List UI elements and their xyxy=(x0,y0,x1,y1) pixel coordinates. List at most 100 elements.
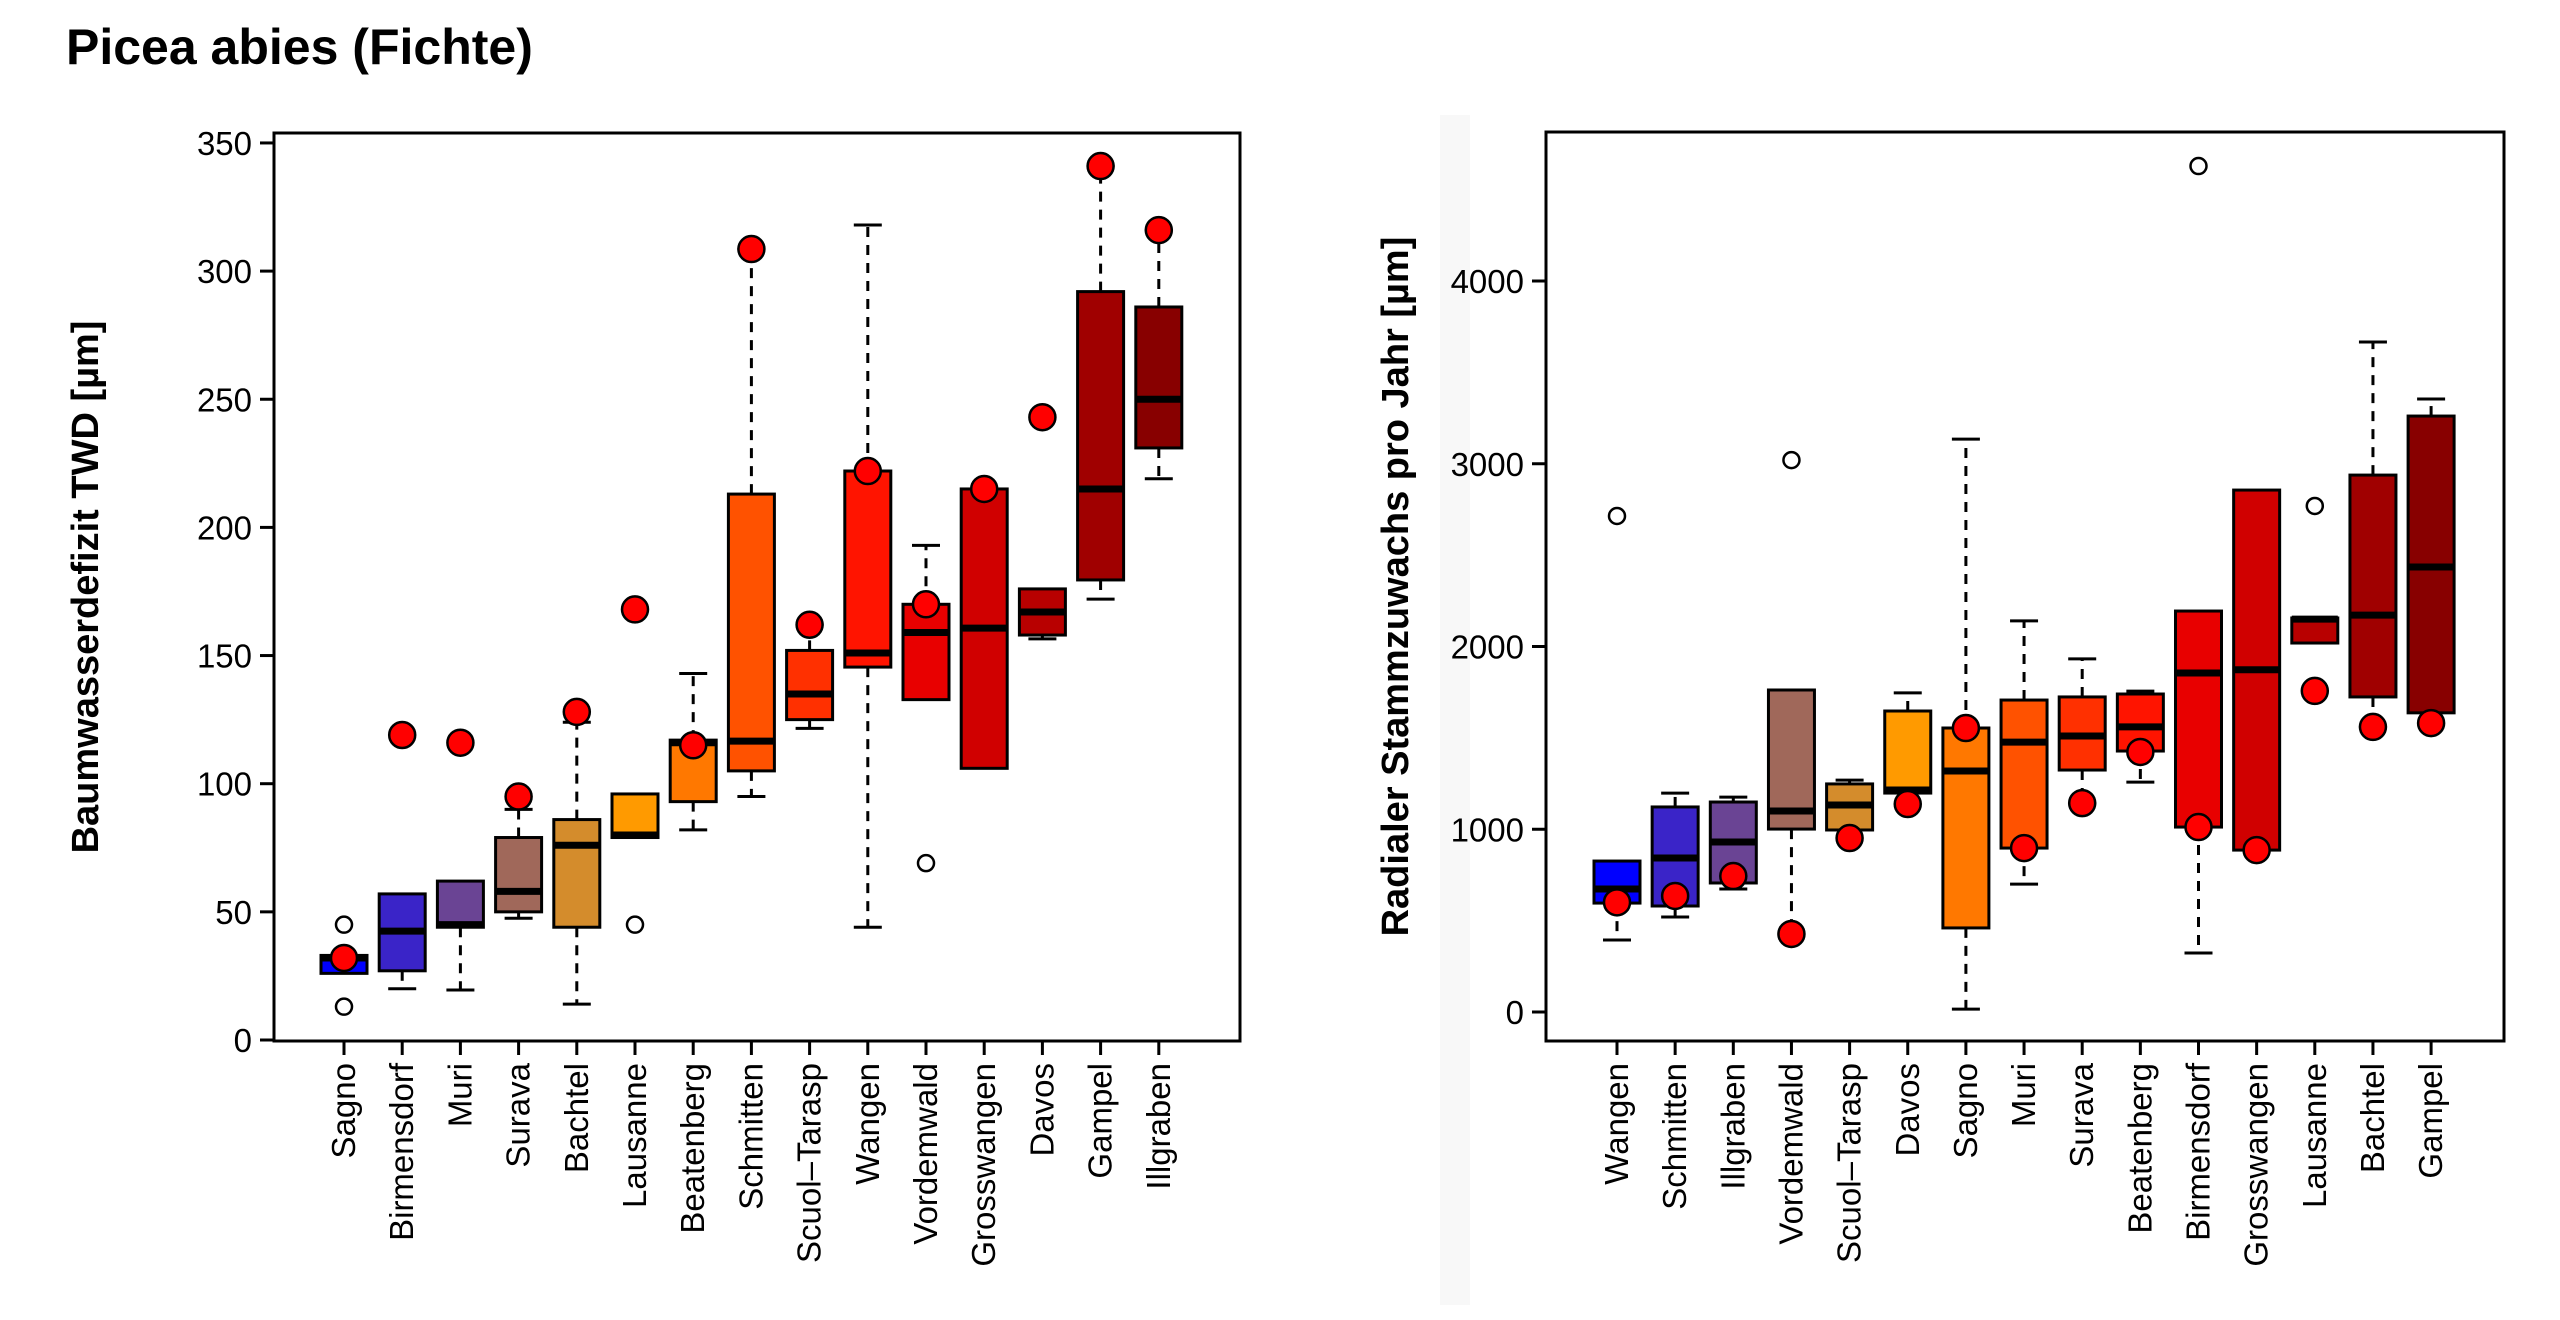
y-tick-label: 0 xyxy=(234,1022,252,1059)
box-group: Illgraben xyxy=(1708,795,1758,1190)
highlight-point xyxy=(1028,402,1057,432)
iqr-box xyxy=(1883,709,1933,795)
y-axis-title: Radialer Stammzuwachs pro Jahr [µm] xyxy=(1375,237,1417,937)
x-tick-label: Birmensdorf xyxy=(383,1062,420,1241)
highlight-point xyxy=(1893,789,1922,819)
box-group: Lausanne xyxy=(610,595,660,1208)
iqr-box xyxy=(2348,473,2398,699)
plot-frame xyxy=(272,131,1242,1043)
highlight-point xyxy=(2009,833,2039,863)
highlight-point xyxy=(2067,788,2097,818)
iqr-box xyxy=(785,648,835,722)
y-tick-label: 200 xyxy=(197,509,252,546)
box-group: Schmitten xyxy=(1650,791,1700,1210)
highlight-point xyxy=(2300,676,2330,706)
y-tick-label: 300 xyxy=(197,253,252,290)
x-tick-label: Illgraben xyxy=(1140,1063,1177,1190)
highlight-point xyxy=(795,610,824,640)
x-tick-label: Wangen xyxy=(849,1063,886,1185)
x-tick-label: Schmitten xyxy=(732,1063,769,1210)
x-tick-label: Schmitten xyxy=(1656,1063,1693,1210)
iqr-box xyxy=(610,792,660,840)
x-tick-label: Surava xyxy=(500,1062,537,1167)
outlier-point xyxy=(916,853,936,873)
outlier-point xyxy=(1607,506,1627,526)
box-group: Illgraben xyxy=(1134,215,1184,1190)
box-group: Sagno xyxy=(1941,437,1991,1158)
highlight-point xyxy=(562,697,592,727)
highlight-point xyxy=(1144,215,1174,245)
highlight-point xyxy=(737,234,766,264)
box-group: Surava xyxy=(2057,657,2107,1168)
box-group: Grosswangen xyxy=(959,474,1009,1267)
x-tick-label: Beatenberg xyxy=(2121,1063,2158,1234)
box-group: Beatenberg xyxy=(668,671,718,1234)
box-group: Gampel xyxy=(2406,397,2456,1179)
highlight-point xyxy=(1086,151,1115,181)
iqr-box xyxy=(1766,688,1816,831)
x-tick-label: Lausanne xyxy=(2296,1063,2333,1208)
x-tick-label: Scuol–Tarasp xyxy=(791,1063,828,1263)
y-tick-label: 3000 xyxy=(1451,446,1524,483)
x-tick-label: Muri xyxy=(441,1063,478,1127)
iqr-box xyxy=(668,738,718,804)
x-tick-label: Vordemwald xyxy=(907,1063,944,1245)
x-tick-label: Bachtel xyxy=(2354,1063,2391,1173)
highlight-point xyxy=(504,782,533,811)
box-group: Grosswangen xyxy=(2232,488,2282,1267)
box-group: Wangen xyxy=(1592,506,1642,1185)
highlight-point xyxy=(2126,737,2155,767)
box-group: Davos xyxy=(1017,402,1067,1157)
iqr-box xyxy=(901,602,951,702)
box-group: Gampel xyxy=(1076,151,1126,1179)
x-tick-label: Gampel xyxy=(2412,1063,2449,1179)
x-tick-label: Sagno xyxy=(1947,1063,1984,1158)
box-group: Bachtel xyxy=(552,697,602,1173)
box-group: Wangen xyxy=(843,223,893,1185)
box-group: Scuol–Tarasp xyxy=(785,610,835,1263)
highlight-point xyxy=(1602,888,1632,917)
x-tick-label: Bachtel xyxy=(558,1063,595,1173)
x-tick-label: Birmensdorf xyxy=(2180,1062,2217,1241)
y-tick-label: 250 xyxy=(197,381,252,418)
y-tick-label: 2000 xyxy=(1451,629,1524,666)
y-tick-label: 0 xyxy=(1506,994,1524,1031)
highlight-point xyxy=(2358,712,2388,742)
iqr-box xyxy=(552,818,602,929)
page-title: Picea abies (Fichte) xyxy=(66,19,533,75)
iqr-box xyxy=(435,879,485,929)
box-group: Surava xyxy=(494,782,544,1168)
highlight-point xyxy=(678,731,708,760)
iqr-box xyxy=(1941,726,1991,930)
highlight-point xyxy=(969,474,999,504)
y-tick-label: 1000 xyxy=(1451,811,1524,848)
chart-radial-growth: 0 1000 2000 3000 4000 Radialer Stammzuwachs p… xyxy=(1375,130,2506,1267)
y-axis-title: Baumwasserdefizit TWD [µm] xyxy=(65,321,107,854)
y-tick-label: 150 xyxy=(197,638,252,675)
highlight-point xyxy=(2184,812,2213,842)
box-group: Vordemwald xyxy=(1766,450,1816,1245)
x-tick-label: Illgraben xyxy=(1714,1063,1751,1190)
highlight-point xyxy=(1951,713,1981,743)
iqr-box xyxy=(843,469,893,669)
y-tick-label: 100 xyxy=(197,766,252,803)
outlier-point xyxy=(2189,156,2208,176)
iqr-box xyxy=(1134,305,1184,450)
box-group: Muri xyxy=(435,728,485,1127)
y-tick-label: 50 xyxy=(215,894,252,931)
box-group: Birmensdorf xyxy=(2174,156,2223,1241)
x-tick-label: Sagno xyxy=(325,1063,362,1158)
x-tick-label: Beatenberg xyxy=(674,1063,711,1234)
highlight-point xyxy=(1777,919,1806,949)
outlier-point xyxy=(334,997,354,1016)
box-group: Lausanne xyxy=(2290,496,2340,1208)
x-tick-label: Vordemwald xyxy=(1772,1063,1809,1245)
box-group: Bachtel xyxy=(2348,340,2398,1173)
highlight-point xyxy=(1835,823,1864,853)
highlight-point xyxy=(1719,861,1748,891)
iqr-box xyxy=(1999,698,2049,850)
iqr-box xyxy=(726,492,776,773)
outlier-point xyxy=(1782,450,1801,470)
iqr-box xyxy=(494,836,544,914)
outlier-point xyxy=(625,915,645,934)
